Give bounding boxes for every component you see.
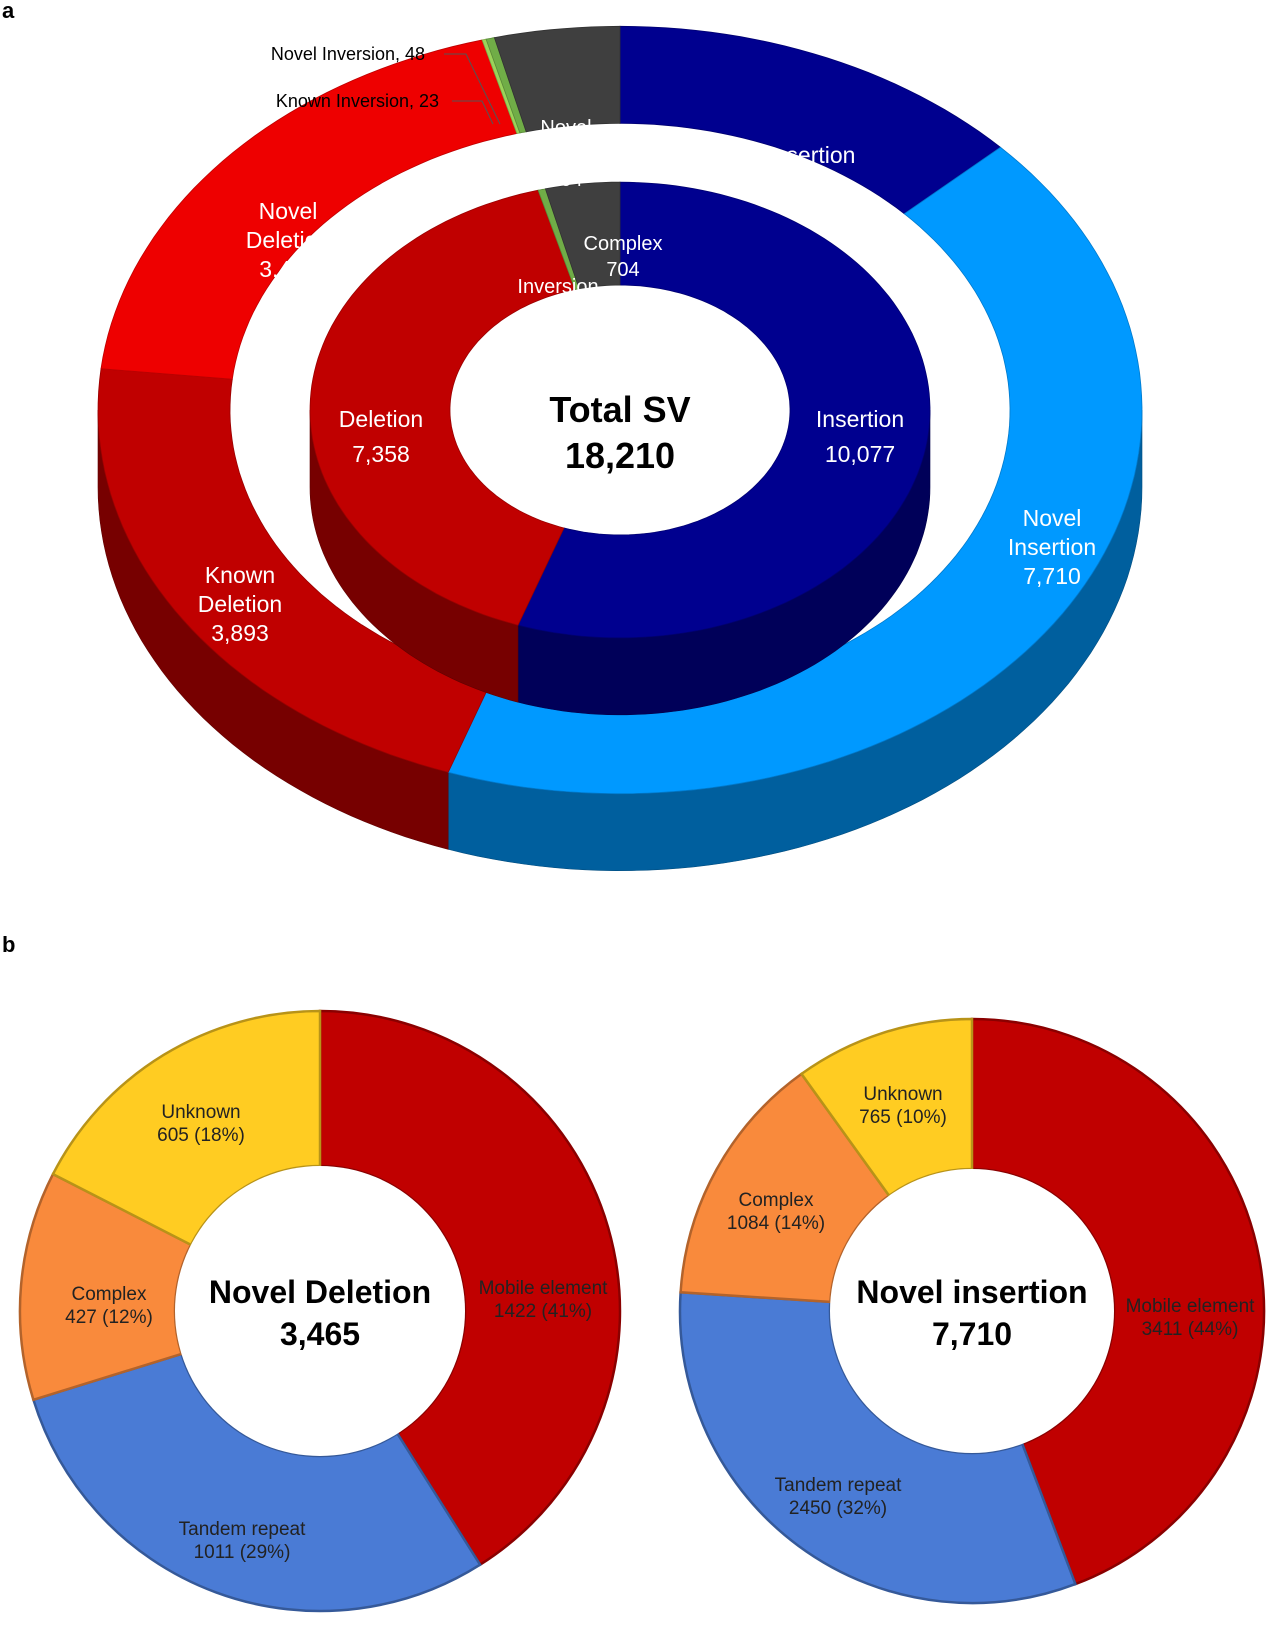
label-insertion: Insertion 10,077 <box>816 406 904 467</box>
label-complex: Complex 1084 (14%) <box>727 1190 825 1234</box>
label-complex: Complex 427 (12%) <box>65 1284 153 1328</box>
center-title: Novel Deletion <box>209 1274 431 1310</box>
center-title-total-sv: Total SV <box>549 389 690 430</box>
center-hole <box>175 1166 465 1456</box>
label-novel-insertion: Novel Insertion 7,710 <box>1008 505 1096 589</box>
panel-label-a: a <box>2 0 15 23</box>
label-mobile-element: Mobile element 3411 (44%) <box>1126 1296 1256 1340</box>
center-value: 7,710 <box>932 1316 1012 1352</box>
slice-inner-complex <box>544 181 621 290</box>
center-value: 3,465 <box>280 1316 360 1352</box>
center-value-total-sv: 18,210 <box>565 435 675 476</box>
center-hole <box>830 1169 1114 1453</box>
label-inversion: Inversion 71 <box>517 276 598 324</box>
leader-known-inversion <box>452 100 494 125</box>
label-unknown: Unknown 765 (10%) <box>859 1084 947 1128</box>
center-title: Novel insertion <box>856 1274 1087 1310</box>
panel-label-b: b <box>2 932 15 957</box>
label-complex: Complex 704 <box>584 233 663 281</box>
label-known-inversion: Known Inversion, 23 <box>276 91 439 111</box>
label-deletion: Deletion 7,358 <box>339 406 423 467</box>
leader-novel-inversion <box>444 53 501 125</box>
label-known-deletion: Known Deletion 3,893 <box>198 562 282 646</box>
slice-outer-novel-complex <box>493 25 621 133</box>
chart-b-novel-deletion: Mobile element 1422 (41%) Tandem repeat 101… <box>18 1009 622 1613</box>
label-novel-complex: Novel Complex 704 <box>527 117 606 191</box>
label-mobile-element: Mobile element 1422 (41%) <box>479 1278 609 1322</box>
chart-a-total-sv: Known Insertion 2,367 Novel Insertion 7,710 K… <box>97 25 1143 872</box>
label-novel-deletion: Novel Deletion 3,465 <box>246 198 330 282</box>
chart-b-novel-insertion: Mobile element 3411 (44%) Tandem repeat 245… <box>678 1017 1266 1605</box>
label-tandem-repeat: Tandem repeat 2450 (32%) <box>775 1475 902 1519</box>
label-known-insertion: Known Insertion 2,367 <box>691 142 856 197</box>
label-novel-inversion: Novel Inversion, 48 <box>271 44 425 64</box>
center-hole <box>452 286 788 534</box>
label-tandem-repeat: Tandem repeat 1011 (29%) <box>179 1519 306 1563</box>
label-unknown: Unknown 605 (18%) <box>157 1102 245 1146</box>
